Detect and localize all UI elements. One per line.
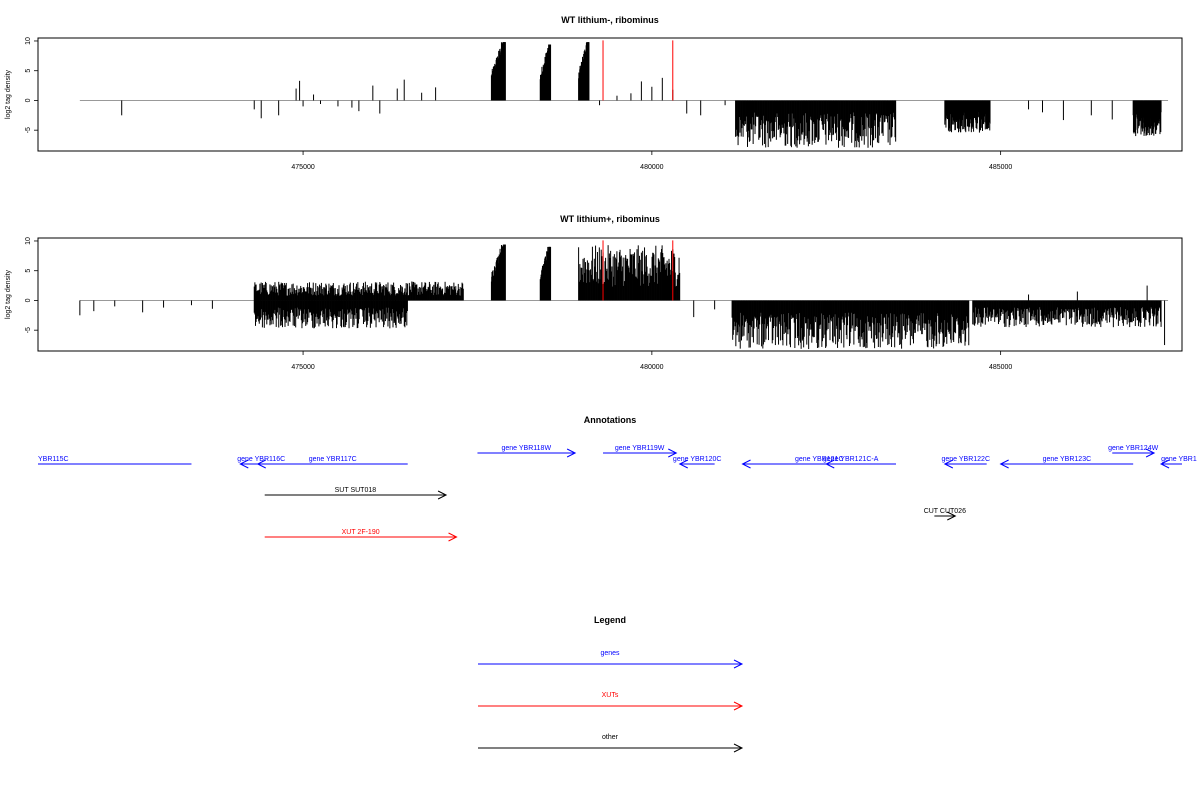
legend-arrowhead xyxy=(733,659,744,669)
y-tick-label: 10 xyxy=(25,237,32,245)
track-panel-lithium-plus: WT lithium+, ribominus log2 tag density … xyxy=(5,214,1183,371)
y-tick-label: -5 xyxy=(25,327,32,333)
x-tick-label: 485000 xyxy=(989,364,1012,371)
legend-label: XUTs xyxy=(602,692,619,699)
y-tick-label: 10 xyxy=(25,37,32,45)
arrowhead xyxy=(678,459,688,469)
legend-label: genes xyxy=(600,650,620,657)
legend-arrowhead xyxy=(733,701,744,711)
x-tick-label: 480000 xyxy=(640,164,663,171)
feature-label: YBR115C xyxy=(38,456,69,463)
legend: Legend genes XUTs other xyxy=(478,615,744,753)
y-tick-label: 5 xyxy=(25,69,32,73)
y-axis-label: log2 tag density xyxy=(5,69,12,119)
feature-label: SUT SUT018 xyxy=(335,487,377,494)
y-tick-label: 0 xyxy=(25,98,32,102)
arrowhead xyxy=(566,448,577,458)
arrowhead xyxy=(256,459,266,469)
feature-label: gene YBR121C xyxy=(795,456,844,463)
panel-title: WT lithium-, ribominus xyxy=(561,15,659,25)
feature-label: gene YBR116C xyxy=(237,456,285,463)
annotations-panel: Annotations YBR115C gene YBR116C gene YBR1… xyxy=(38,415,1197,542)
legend-label: other xyxy=(602,734,619,741)
arrowhead xyxy=(825,459,835,469)
feature-label: gene YBR121C-A xyxy=(823,456,879,463)
track-panel-lithium-minus: WT lithium-, ribominus log2 tag density … xyxy=(5,15,1183,171)
arrowhead xyxy=(741,459,751,469)
arrowhead xyxy=(668,448,678,458)
plot-frame xyxy=(37,237,1183,352)
legend-title: Legend xyxy=(594,615,626,625)
arrowhead xyxy=(448,532,458,542)
feature-label: CUT CUT026 xyxy=(924,508,966,515)
arrowhead xyxy=(239,459,249,469)
feature-label: gene YBR124W xyxy=(1108,445,1158,452)
y-tick-label: -5 xyxy=(25,127,32,133)
feature-label: gene YBR120C xyxy=(673,456,722,463)
annotations-title: Annotations xyxy=(584,415,637,425)
x-tick-label: 480000 xyxy=(640,364,663,371)
feature-label: gene YBR122C xyxy=(941,456,990,463)
y-axis-label: log2 tag density xyxy=(5,269,12,319)
feature-label: gene YBR119W xyxy=(615,445,665,452)
x-tick-label: 475000 xyxy=(291,364,314,371)
x-tick-label: 475000 xyxy=(291,164,314,171)
y-tick-label: 5 xyxy=(25,269,32,273)
panel-title: WT lithium+, ribominus xyxy=(560,214,660,224)
arrowhead xyxy=(999,459,1009,469)
feature-label: gene YBR117C xyxy=(309,456,357,463)
x-tick-label: 485000 xyxy=(989,164,1012,171)
feature-label: gene YBR1 xyxy=(1161,456,1197,463)
arrowhead xyxy=(943,459,954,469)
legend-arrowhead xyxy=(733,743,744,753)
arrowhead xyxy=(947,511,957,521)
arrowhead xyxy=(1159,459,1170,469)
feature-label: XUT 2F-190 xyxy=(342,529,380,536)
feature-label: gene YBR118W xyxy=(502,445,552,452)
arrowhead xyxy=(437,490,448,500)
y-tick-label: 0 xyxy=(25,298,32,302)
arrowhead xyxy=(1145,448,1156,458)
plot-frame xyxy=(37,37,1183,152)
feature-label: gene YBR123C xyxy=(1043,456,1092,463)
